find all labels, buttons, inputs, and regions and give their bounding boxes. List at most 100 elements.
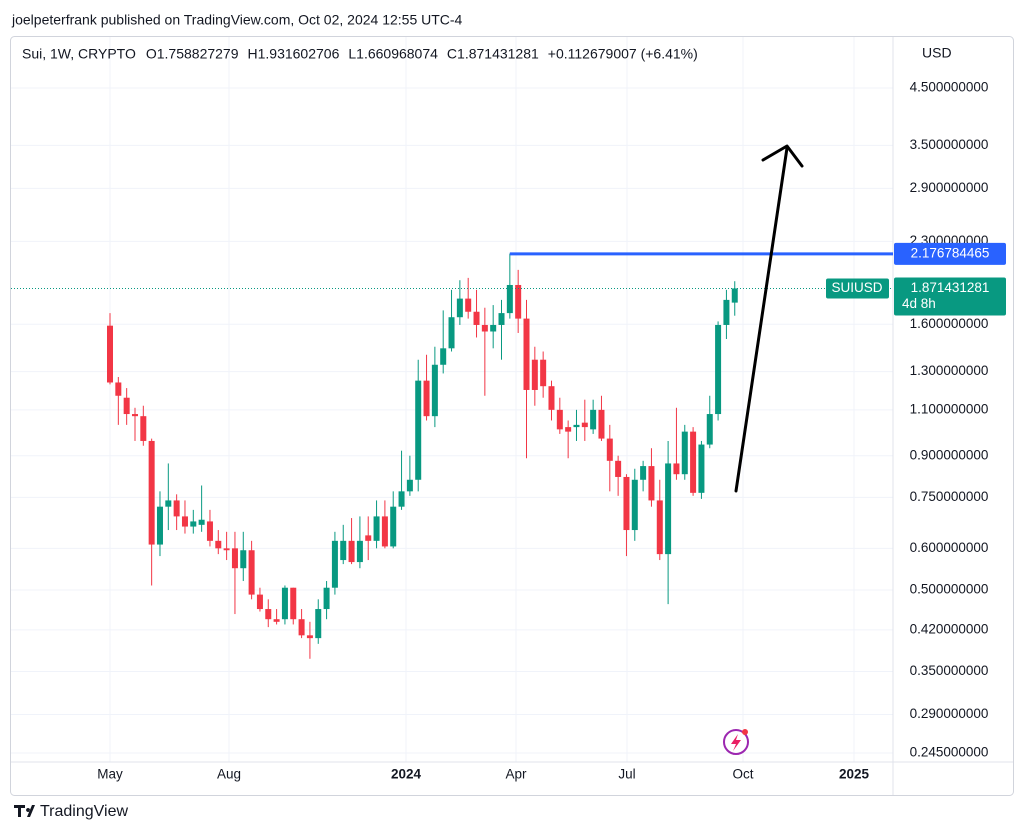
candle-body — [656, 500, 663, 555]
candle-body — [506, 284, 513, 314]
candle-body — [456, 298, 463, 318]
candle-body — [731, 288, 738, 303]
candle-body — [648, 466, 655, 501]
candle-body — [240, 550, 247, 569]
candle-body — [315, 609, 322, 639]
symbol-label-bg — [826, 278, 889, 299]
y-tick-label: 0.600000000 — [910, 540, 989, 555]
candle-body — [165, 500, 172, 507]
candle-body — [440, 348, 447, 365]
candle-body — [481, 324, 488, 332]
x-tick-label: Jul — [618, 767, 635, 782]
candle-body — [448, 317, 455, 349]
candle-body — [673, 463, 680, 475]
candle-body — [423, 380, 430, 417]
candle-body — [273, 619, 280, 622]
y-tick-label: 0.420000000 — [910, 621, 989, 636]
horizontal-line-label: 2.176784465 — [911, 245, 990, 260]
candle-body — [465, 298, 472, 312]
y-tick-label: 0.900000000 — [910, 447, 989, 462]
candle-body — [523, 318, 530, 390]
candle-body — [531, 359, 538, 390]
y-tick-label: 0.500000000 — [910, 582, 989, 597]
candle-body — [223, 548, 230, 551]
candle-body — [623, 476, 630, 531]
grid — [11, 37, 893, 762]
candle-body — [115, 382, 122, 396]
countdown-label: 4d 8h — [902, 296, 936, 311]
candle-body — [356, 540, 363, 563]
candle-body — [640, 466, 647, 480]
y-tick-label: 1.300000000 — [910, 363, 989, 378]
candle-body — [573, 424, 580, 428]
x-tick-label: Aug — [217, 767, 241, 782]
candle-body — [298, 619, 305, 636]
candle-body — [256, 594, 263, 610]
candle-body — [515, 284, 522, 319]
candle-body — [348, 540, 355, 563]
candle-body — [498, 313, 505, 325]
candle-body — [698, 444, 705, 493]
candle-body — [556, 409, 563, 430]
y-tick-label: 2.900000000 — [910, 180, 989, 195]
candle-body — [606, 438, 613, 461]
candle-body — [548, 386, 555, 410]
symbol-label: SUIUSD — [831, 280, 882, 295]
candle-body — [123, 397, 130, 415]
candle-body — [581, 422, 588, 428]
last-price-label: 1.871431281 — [911, 280, 990, 295]
candle-body — [706, 414, 713, 445]
candle-body — [290, 587, 297, 620]
candle-body — [381, 516, 388, 547]
y-tick-label: 1.600000000 — [910, 316, 989, 331]
candle-body — [615, 460, 622, 477]
drawn-arrow — [734, 144, 804, 493]
candle-body — [281, 587, 288, 620]
symbol-info: Sui, 1W, CRYPTO — [22, 46, 136, 62]
x-tick-label: Apr — [505, 767, 527, 782]
x-tick-label: Oct — [732, 767, 753, 782]
candle-body — [331, 540, 338, 588]
candle-body — [190, 521, 197, 527]
ohlc-close: C1.871431281 — [447, 46, 539, 62]
x-tick-label: 2024 — [391, 767, 422, 782]
candle-body — [598, 409, 605, 439]
candle-body — [140, 416, 147, 441]
y-tick-label: 1.100000000 — [910, 401, 989, 416]
event-icon[interactable] — [723, 729, 749, 755]
candle-body — [248, 550, 255, 595]
x-tick-label: May — [97, 767, 123, 782]
candle-body — [665, 463, 672, 555]
candle-body — [156, 506, 163, 545]
candle-body — [415, 380, 422, 480]
chart-frame — [10, 36, 1014, 796]
candle-body — [148, 440, 155, 545]
candle-body — [181, 516, 188, 527]
ohlc-low: L1.660968074 — [348, 46, 438, 62]
arrow-shaft — [734, 146, 789, 493]
brand-name[interactable]: TradingView — [40, 803, 128, 820]
candle-body — [107, 325, 113, 383]
event-icon-bolt[interactable] — [731, 734, 741, 751]
candle-body — [198, 519, 205, 525]
x-tick-label: 2025 — [839, 767, 870, 782]
ohlc-high: H1.931602706 — [248, 46, 340, 62]
currency: USD — [922, 45, 952, 61]
candle-body — [473, 311, 480, 325]
event-icon-dot — [742, 729, 748, 735]
candle-body — [540, 359, 547, 387]
candle-body — [173, 500, 180, 517]
candle-body — [715, 324, 722, 415]
candle-body — [206, 521, 213, 541]
y-tick-label: 0.245000000 — [910, 745, 989, 760]
y-tick-label: 0.290000000 — [910, 706, 989, 721]
brand[interactable]: TradingView — [14, 803, 128, 820]
brand-logo[interactable] — [14, 805, 35, 817]
candle-body — [215, 540, 222, 549]
candle-body — [681, 431, 688, 475]
ohlc-change: +0.112679007 (+6.41%) — [548, 46, 698, 62]
candle-body — [390, 506, 397, 547]
candle-body — [323, 587, 330, 610]
candle-body — [365, 535, 372, 541]
candle-body — [406, 479, 413, 492]
